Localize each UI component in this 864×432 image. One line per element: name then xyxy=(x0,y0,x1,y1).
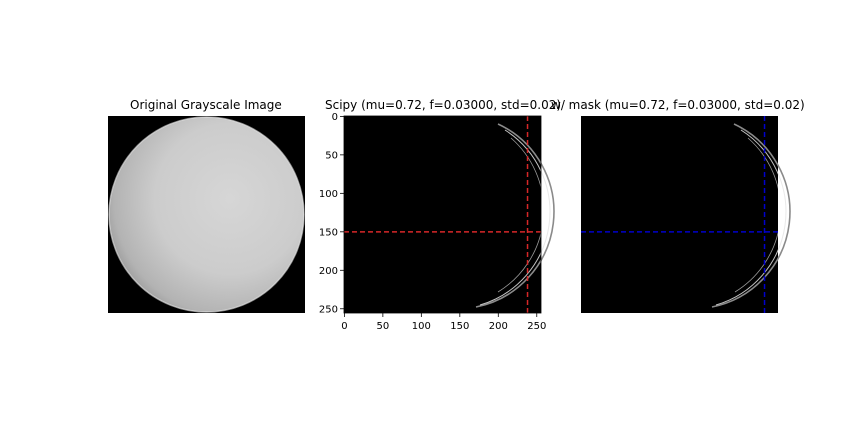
x-tick-label: 150 xyxy=(450,321,469,332)
x-tick-label: 200 xyxy=(489,321,508,332)
y-tick-label: 250 xyxy=(319,304,338,315)
x-tick-label: 250 xyxy=(527,321,546,332)
panel-2-x-axis: 0 50 100 150 200 250 xyxy=(341,313,546,332)
y-tick-label: 0 xyxy=(332,112,338,123)
x-tick-label: 100 xyxy=(412,321,431,332)
y-tick-label: 50 xyxy=(325,150,338,161)
panel-3-image xyxy=(581,116,791,313)
panel-2-frame xyxy=(343,115,542,314)
y-tick-label: 150 xyxy=(319,227,338,238)
panel-1-title: Original Grayscale Image xyxy=(130,98,282,112)
panel-1-image xyxy=(108,116,305,313)
panel-2-title: Scipy (mu=0.72, f=0.03000, std=0.02) xyxy=(325,98,562,112)
y-tick-label: 200 xyxy=(319,266,338,277)
panel-2-y-axis: 0 50 100 150 200 250 xyxy=(319,112,344,315)
x-tick-label: 50 xyxy=(376,321,389,332)
panel-3-title: w/ mask (mu=0.72, f=0.03000, std=0.02) xyxy=(551,98,805,112)
panel-2-crosshair xyxy=(344,116,541,313)
y-tick-label: 100 xyxy=(319,189,338,200)
panel-2-image xyxy=(344,116,555,313)
x-tick-label: 0 xyxy=(341,321,347,332)
panel-3-crosshair xyxy=(581,116,778,313)
